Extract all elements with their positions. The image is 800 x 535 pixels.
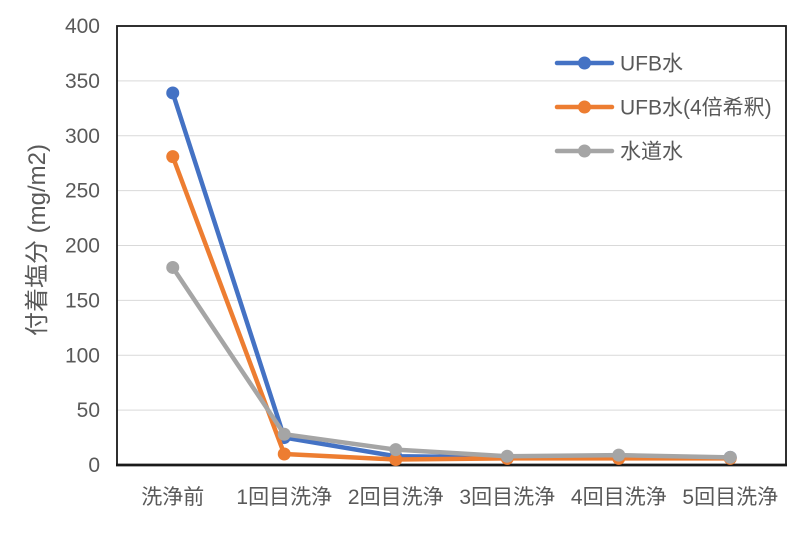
legend-label: 水道水 <box>620 141 683 164</box>
data-point <box>723 450 737 464</box>
legend-label: UFB水 <box>620 53 683 76</box>
data-point <box>166 150 180 164</box>
legend-marker-dot <box>578 144 591 158</box>
y-tick-label: 50 <box>77 399 100 422</box>
data-point <box>500 449 514 463</box>
data-point <box>166 86 180 100</box>
y-tick-label: 250 <box>65 180 100 203</box>
y-tick-label: 400 <box>65 15 100 38</box>
x-tick-label: 4回目洗浄 <box>571 486 667 509</box>
data-point <box>389 453 403 467</box>
series-line-2 <box>170 154 733 462</box>
data-point <box>612 448 626 462</box>
legend-marker-dot <box>578 100 591 114</box>
data-point <box>277 447 291 461</box>
y-tick-label: 300 <box>65 125 100 148</box>
x-tick-label: 5回目洗浄 <box>682 486 778 509</box>
y-tick-label: 350 <box>65 70 100 93</box>
series-line-3 <box>170 265 733 460</box>
data-point <box>277 427 291 441</box>
x-tick-label: 3回目洗浄 <box>459 486 555 509</box>
y-tick-label: 100 <box>65 344 100 367</box>
x-tick-label: 洗浄前 <box>141 486 204 509</box>
x-tick-label: 1回目洗浄 <box>236 486 332 509</box>
legend-label: UFB水(4倍希釈) <box>620 97 772 120</box>
y-tick-label: 150 <box>65 289 100 312</box>
data-point <box>166 260 180 274</box>
data-point <box>389 443 403 457</box>
x-tick-label: 2回目洗浄 <box>348 486 444 509</box>
legend-marker-dot <box>578 56 591 70</box>
y-tick-label: 200 <box>65 235 100 258</box>
y-tick-label: 0 <box>88 454 100 477</box>
y-axis-title: 付着塩分 (mg/m2) <box>24 144 51 336</box>
